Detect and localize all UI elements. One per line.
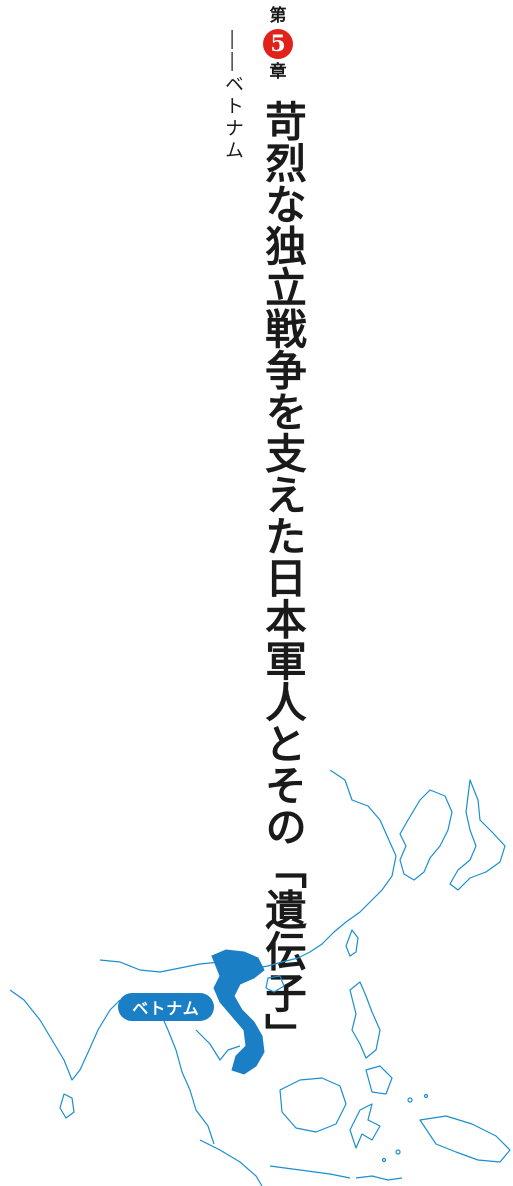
chapter-prefix: 第 xyxy=(269,6,287,26)
chapter-marker: 第 5 章 xyxy=(260,6,296,82)
taiwan-outline xyxy=(345,929,359,957)
indochina-outline xyxy=(149,999,215,1145)
vietnam-map-label: ベトナム xyxy=(118,993,214,1021)
sri-lanka-outline xyxy=(59,1093,75,1119)
new-guinea-outline xyxy=(419,1115,511,1163)
india-coast xyxy=(9,989,121,1081)
chapter-subtitle: ――ベトナム xyxy=(222,30,244,162)
java-outline xyxy=(269,1165,351,1179)
vietnam-highlight xyxy=(211,949,265,1075)
southeast-asia-map xyxy=(9,770,511,1186)
sulawesi-outline xyxy=(349,1103,381,1149)
korea-outline xyxy=(399,789,453,881)
chapter-title: 苛烈な独立戦争を支えた日本軍人とその「遺伝子」 xyxy=(258,100,307,1055)
philippines-outline xyxy=(349,981,381,1059)
hainan-outline xyxy=(265,975,285,993)
china-coast xyxy=(255,770,397,969)
chapter-suffix: 章 xyxy=(269,62,287,82)
japan-outline xyxy=(449,779,506,891)
sumatra-outline xyxy=(199,1139,263,1186)
chapter-number-badge: 5 xyxy=(263,29,293,59)
borneo-outline xyxy=(279,1077,347,1133)
